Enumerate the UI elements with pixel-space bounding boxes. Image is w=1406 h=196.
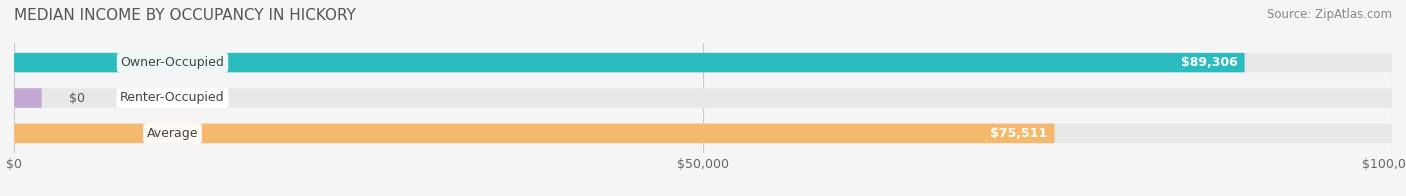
Text: MEDIAN INCOME BY OCCUPANCY IN HICKORY: MEDIAN INCOME BY OCCUPANCY IN HICKORY: [14, 8, 356, 23]
FancyBboxPatch shape: [14, 88, 42, 108]
Text: Average: Average: [146, 127, 198, 140]
FancyBboxPatch shape: [14, 53, 1244, 72]
Text: Owner-Occupied: Owner-Occupied: [121, 56, 225, 69]
Text: $89,306: $89,306: [1181, 56, 1237, 69]
FancyBboxPatch shape: [14, 53, 1392, 72]
FancyBboxPatch shape: [14, 124, 1054, 143]
Text: Source: ZipAtlas.com: Source: ZipAtlas.com: [1267, 8, 1392, 21]
Text: $0: $0: [69, 92, 86, 104]
FancyBboxPatch shape: [14, 88, 1392, 108]
Text: $75,511: $75,511: [990, 127, 1047, 140]
FancyBboxPatch shape: [14, 124, 1392, 143]
Text: Renter-Occupied: Renter-Occupied: [120, 92, 225, 104]
